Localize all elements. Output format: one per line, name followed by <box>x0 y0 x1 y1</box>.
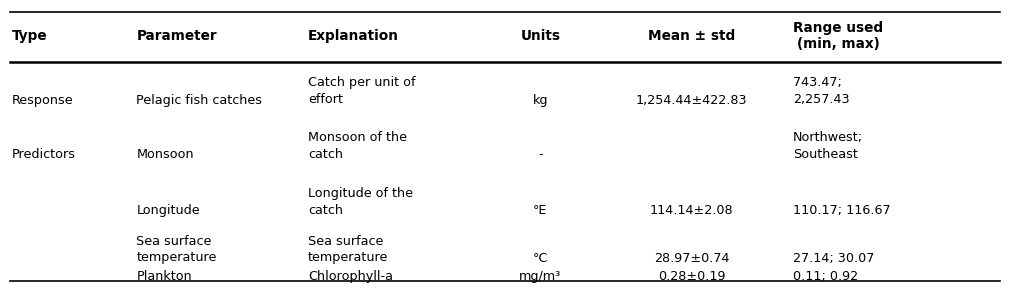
Text: Sea surface
temperature: Sea surface temperature <box>136 235 217 264</box>
Text: Explanation: Explanation <box>308 29 399 43</box>
Text: Parameter: Parameter <box>136 29 217 43</box>
Text: Range used
(min, max): Range used (min, max) <box>793 21 883 51</box>
Text: 0.28±0.19: 0.28±0.19 <box>659 270 725 283</box>
Text: Predictors: Predictors <box>12 148 76 161</box>
Text: 110.17; 116.67: 110.17; 116.67 <box>793 204 891 217</box>
Text: Response: Response <box>12 94 74 107</box>
Text: Longitude: Longitude <box>136 204 200 217</box>
Text: °C: °C <box>532 252 548 265</box>
Text: 743.47;
2,257.43: 743.47; 2,257.43 <box>793 76 849 106</box>
Text: Northwest;
Southeast: Northwest; Southeast <box>793 131 863 160</box>
Text: Chlorophyll-a: Chlorophyll-a <box>308 270 393 283</box>
Text: 28.97±0.74: 28.97±0.74 <box>654 252 729 265</box>
Text: Monsoon: Monsoon <box>136 148 194 161</box>
Text: Sea surface
temperature: Sea surface temperature <box>308 235 389 264</box>
Text: Type: Type <box>12 29 47 43</box>
Text: Catch per unit of
effort: Catch per unit of effort <box>308 76 415 106</box>
Text: 114.14±2.08: 114.14±2.08 <box>650 204 733 217</box>
Text: Monsoon of the
catch: Monsoon of the catch <box>308 131 407 160</box>
Text: kg: kg <box>532 94 548 107</box>
Text: Pelagic fish catches: Pelagic fish catches <box>136 94 263 107</box>
Text: mg/m³: mg/m³ <box>519 270 562 283</box>
Text: 1,254.44±422.83: 1,254.44±422.83 <box>636 94 747 107</box>
Text: Plankton: Plankton <box>136 270 192 283</box>
Text: 27.14; 30.07: 27.14; 30.07 <box>793 252 875 265</box>
Text: Units: Units <box>520 29 561 43</box>
Text: °E: °E <box>533 204 547 217</box>
Text: Mean ± std: Mean ± std <box>648 29 735 43</box>
Text: -: - <box>538 148 542 161</box>
Text: Longitude of the
catch: Longitude of the catch <box>308 187 413 217</box>
Text: 0.11; 0.92: 0.11; 0.92 <box>793 270 857 283</box>
